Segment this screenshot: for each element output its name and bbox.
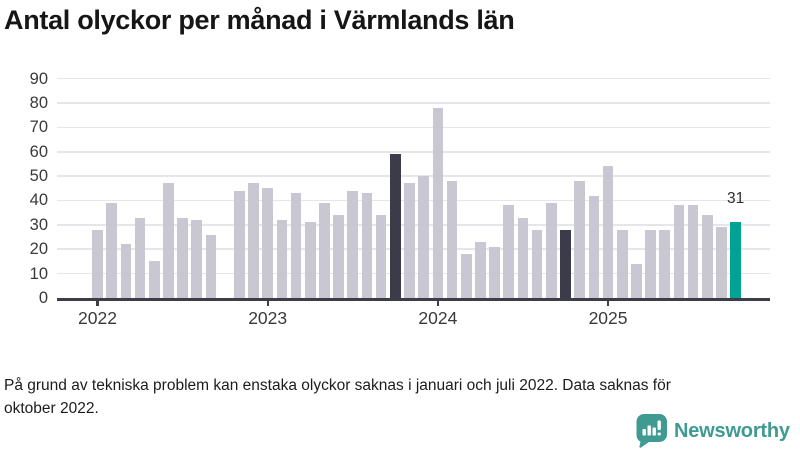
bar-2022-03 — [120, 244, 132, 298]
y-tick-label-90: 90 — [29, 69, 48, 88]
bar-2024-08 — [531, 229, 543, 298]
bar-2022-09 — [205, 234, 217, 298]
y-tick-label-80: 80 — [29, 93, 48, 112]
x-tick-2024 — [436, 300, 439, 307]
bar-2024-05 — [489, 246, 500, 298]
y-tick-label-50: 50 — [29, 167, 48, 186]
bar-chart: 31 0 10 20 30 40 50 60 70 80 90 2022 2023 2024 2025 — [29, 69, 770, 328]
y-tick-label-0: 0 — [38, 289, 48, 307]
bar-2022-06 — [163, 183, 174, 298]
bar-2022-02 — [106, 202, 117, 298]
x-axis-line — [57, 298, 770, 301]
bar-2025-08 — [702, 215, 713, 298]
bar-2025-04 — [645, 229, 656, 298]
bar-2025-07 — [687, 205, 699, 298]
y-tick-label-20: 20 — [29, 240, 48, 259]
newsworthy-wordmark: Newsworthy — [674, 419, 790, 442]
x-tick-label-2024: 2024 — [418, 308, 458, 328]
bar-2023-04 — [304, 222, 316, 298]
bar-2024-02 — [446, 180, 458, 298]
bar-2025-05 — [659, 229, 671, 298]
bar-2022-05 — [148, 261, 160, 298]
x-tick-label-2023: 2023 — [248, 308, 288, 328]
bar-2023-02 — [276, 219, 288, 298]
y-tick-label-70: 70 — [29, 118, 48, 137]
gridline-y-70 — [57, 126, 770, 129]
bar-2022-11 — [234, 190, 245, 298]
x-tick-2025 — [606, 300, 610, 307]
y-tick-label-40: 40 — [29, 191, 48, 210]
bar-2023-05 — [319, 202, 330, 298]
footnote-line-2: oktober 2022. — [4, 399, 99, 417]
bar-2023-10 — [390, 154, 401, 298]
latest-value-label: 31 — [726, 190, 745, 207]
newsworthy-logo[interactable]: Newsworthy — [636, 413, 796, 449]
bar-2023-07 — [347, 190, 359, 298]
y-tick-label-60: 60 — [29, 142, 48, 161]
gridline-y-80 — [57, 102, 770, 104]
bar-2023-09 — [375, 215, 387, 298]
bar-2023-06 — [333, 215, 344, 298]
bar-2023-08 — [361, 193, 373, 298]
bar-2024-04 — [475, 241, 486, 298]
gridline-y-60 — [57, 150, 770, 153]
x-tick-2023 — [266, 300, 269, 307]
footnote-line-1: På grund av tekniska problem kan enstaka… — [4, 377, 671, 394]
bar-2022-04 — [134, 217, 146, 298]
bar-2024-09 — [546, 202, 557, 298]
bar-2023-03 — [290, 193, 302, 298]
footnote: På grund av tekniska problem kan enstaka… — [4, 375, 671, 420]
bar-2024-03 — [460, 254, 472, 298]
bar-2023-11 — [404, 183, 415, 298]
bar-2025-09 — [716, 227, 727, 298]
bar-2024-06 — [503, 205, 515, 298]
chart-title: Antal olyckor per månad i Värmlands län — [4, 5, 515, 35]
newsworthy-bubble-chart-icon — [636, 414, 667, 448]
bar-2024-12 — [588, 195, 600, 298]
bar-2024-10 — [560, 229, 571, 298]
gridline-y-50 — [57, 175, 770, 177]
bar-2022-12 — [248, 183, 259, 298]
y-tick-label-10: 10 — [29, 264, 48, 283]
bar-2022-08 — [191, 219, 203, 298]
bar-2025-10 — [730, 222, 741, 298]
y-tick-label-30: 30 — [29, 215, 48, 234]
x-tick-label-2022: 2022 — [78, 308, 117, 328]
bar-2022-01 — [92, 229, 103, 298]
bar-2025-01 — [602, 166, 614, 298]
bar-2024-07 — [517, 217, 529, 298]
bar-2025-06 — [673, 205, 685, 298]
gridline-y-90 — [57, 77, 770, 80]
x-tick-2022 — [96, 300, 99, 307]
bar-2022-07 — [177, 217, 188, 298]
bar-2023-01 — [262, 188, 273, 298]
bar-2024-11 — [574, 180, 585, 298]
bar-2025-03 — [631, 263, 642, 298]
bar-2023-12 — [418, 176, 429, 298]
bar-2025-02 — [616, 229, 628, 298]
bar-2024-01 — [432, 107, 444, 298]
x-tick-label-2025: 2025 — [588, 308, 628, 328]
